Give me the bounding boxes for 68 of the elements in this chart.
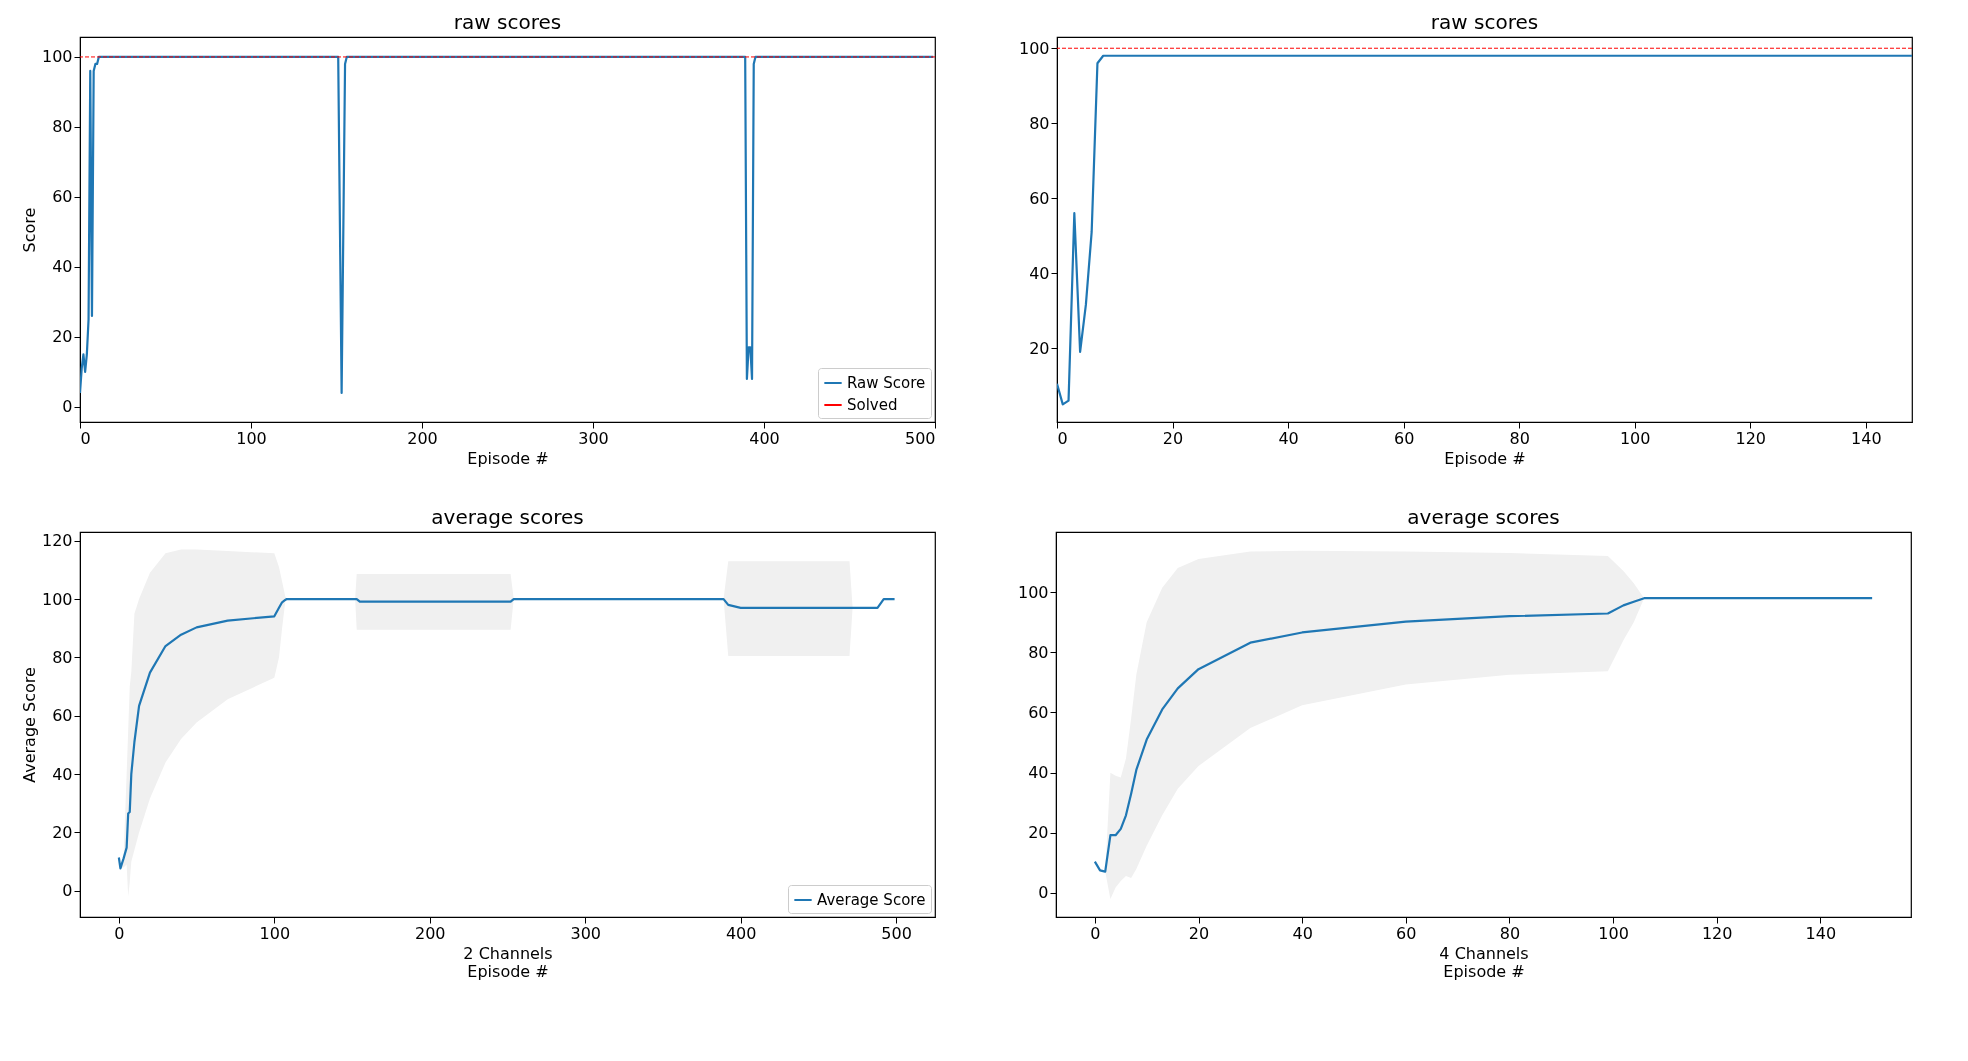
legend-label: Average Score: [817, 891, 926, 909]
y-tick-label: 100: [1017, 582, 1049, 602]
x-tick-label: 40: [1292, 923, 1313, 943]
y-tick-label: 20: [1028, 823, 1049, 843]
y-tick-label: 100: [41, 47, 73, 67]
x-tick-label: 400: [725, 923, 757, 943]
y-tick-label: 80: [1029, 113, 1050, 133]
x-axis-title: 2 Channels Episode #: [463, 943, 553, 981]
y-tick-label: 0: [62, 397, 73, 417]
x-tick-label: 60: [1393, 428, 1415, 448]
y-axis-title: Score: [19, 207, 39, 253]
y-tick-label: 80: [1028, 642, 1049, 662]
y-tick-label: 60: [52, 187, 73, 207]
x-tick-label: 300: [578, 428, 609, 448]
x-tick-label: 120: [1735, 428, 1767, 448]
x-tick-label: 200: [415, 923, 446, 943]
x-tick-label: 0: [80, 428, 91, 448]
x-tick-label: 20: [1162, 428, 1184, 448]
x-tick-label: 300: [570, 923, 601, 943]
x-tick-label: 0: [114, 923, 125, 943]
y-tick-label: 40: [1028, 763, 1049, 783]
x-tick-label: 100: [1619, 428, 1651, 448]
x-tick-label: 80: [1509, 428, 1530, 448]
y-tick-label: 120: [41, 531, 73, 551]
x-axis-title: 4 Channels Episode #: [1439, 943, 1529, 981]
x-tick-label: 100: [259, 923, 291, 943]
y-tick-label: 0: [1038, 883, 1049, 903]
chart-title: raw scores: [453, 10, 562, 34]
x-tick-label: 140: [1851, 428, 1882, 448]
y-tick-label: 40: [1029, 263, 1050, 283]
y-tick-label: 100: [1018, 38, 1050, 58]
x-axis-title: Episode #: [1444, 448, 1526, 468]
line-series: [117, 597, 896, 870]
x-tick-label: 140: [1805, 923, 1837, 943]
y-tick-label: 60: [52, 706, 73, 726]
chart-title: average scores: [431, 505, 584, 529]
x-axis-title: Episode #: [467, 448, 549, 468]
y-axis-title: Average Score: [19, 667, 39, 783]
y-tick-label: 80: [52, 117, 73, 137]
x-tick-label: 20: [1188, 923, 1210, 943]
x-tick-label: 500: [881, 923, 912, 943]
y-tick-label: 40: [52, 764, 73, 784]
line-series: [1093, 597, 1874, 873]
x-tick-label: 400: [749, 428, 780, 448]
x-tick-label: 0: [1090, 923, 1101, 943]
legend-label: Solved: [847, 396, 898, 414]
y-tick-label: 60: [1029, 188, 1050, 208]
chart-title: raw scores: [1430, 10, 1539, 34]
legend-label: Raw Score: [847, 374, 926, 392]
x-tick-label: 80: [1499, 923, 1521, 943]
x-tick-label: 60: [1396, 923, 1417, 943]
x-tick-label: 120: [1701, 923, 1733, 943]
y-tick-label: 20: [52, 327, 73, 347]
x-tick-label: 200: [407, 428, 438, 448]
y-tick-label: 20: [52, 822, 73, 842]
y-tick-label: 0: [62, 881, 73, 901]
chart-title: average scores: [1407, 505, 1560, 529]
x-tick-label: 40: [1278, 428, 1299, 448]
y-tick-label: 80: [52, 647, 73, 667]
line-series: [1057, 54, 1912, 406]
x-tick-label: 100: [236, 428, 267, 448]
x-tick-label: 500: [904, 428, 936, 448]
y-tick-label: 20: [1029, 338, 1050, 358]
x-tick-label: 100: [1598, 923, 1629, 943]
y-tick-label: 100: [41, 589, 73, 609]
y-tick-label: 60: [1028, 702, 1049, 722]
x-tick-label: 0: [1057, 428, 1068, 448]
y-tick-label: 40: [52, 257, 73, 277]
